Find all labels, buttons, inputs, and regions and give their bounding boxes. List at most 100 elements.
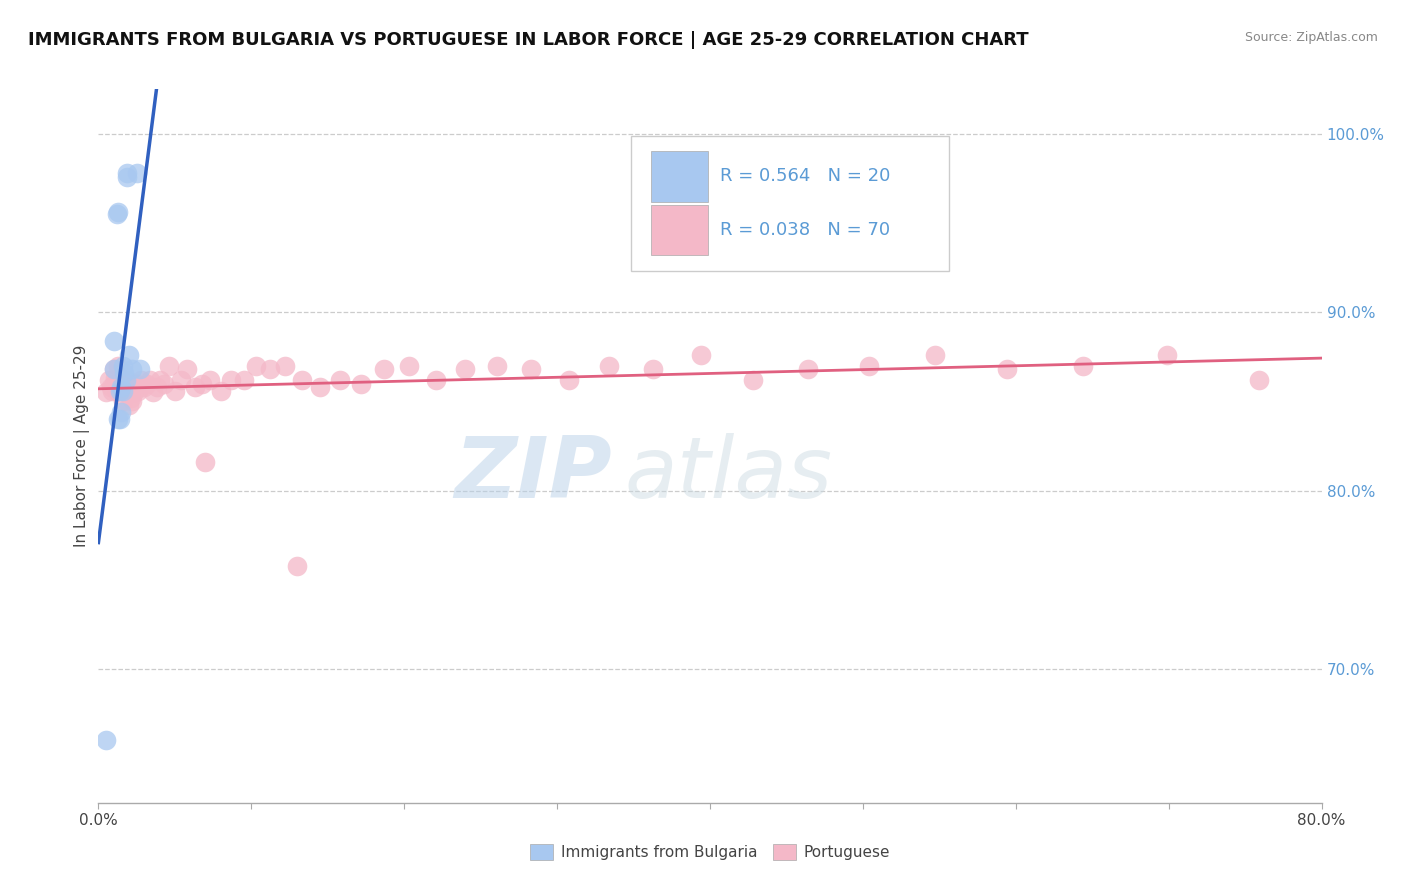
Point [398, 359, 420, 373]
Point [94, 733, 117, 747]
Point [110, 380, 132, 394]
Point [924, 348, 946, 362]
Text: Source: ZipAtlas.com: Source: ZipAtlas.com [1244, 31, 1378, 45]
Point [118, 398, 141, 412]
Point [103, 376, 125, 391]
Point [122, 385, 145, 400]
Point [110, 376, 132, 391]
Point [350, 376, 373, 391]
Point [107, 359, 129, 373]
Point [125, 376, 148, 391]
Point [198, 373, 221, 387]
Point [142, 385, 165, 400]
FancyBboxPatch shape [630, 136, 949, 271]
Point [111, 359, 134, 373]
Point [558, 373, 581, 387]
Point [103, 362, 125, 376]
Point [995, 362, 1018, 376]
Point [689, 348, 711, 362]
Point [94, 385, 117, 400]
Point [153, 376, 176, 391]
Point [129, 373, 152, 387]
Point [1247, 373, 1270, 387]
Text: R = 0.564   N = 20: R = 0.564 N = 20 [720, 168, 890, 186]
Point [176, 362, 198, 376]
Point [454, 362, 477, 376]
Point [1071, 359, 1094, 373]
Point [127, 384, 149, 398]
FancyBboxPatch shape [651, 205, 707, 255]
Point [128, 362, 150, 376]
Point [194, 455, 217, 469]
Point [184, 380, 207, 394]
Point [643, 362, 665, 376]
Point [741, 373, 763, 387]
Point [291, 373, 314, 387]
Point [373, 362, 395, 376]
Point [486, 359, 509, 373]
Point [329, 373, 352, 387]
Point [145, 380, 167, 394]
Point [598, 359, 620, 373]
Point [124, 376, 146, 391]
Point [108, 412, 131, 426]
Point [858, 359, 880, 373]
Point [285, 558, 308, 573]
Point [117, 166, 139, 180]
Point [163, 384, 186, 398]
Text: R = 0.038   N = 70: R = 0.038 N = 70 [720, 221, 890, 239]
Point [98, 373, 121, 387]
Point [125, 166, 148, 180]
Y-axis label: In Labor Force | Age 25-29: In Labor Force | Age 25-29 [75, 345, 90, 547]
Point [110, 373, 132, 387]
Point [117, 373, 139, 387]
Point [139, 373, 162, 387]
Point [108, 384, 131, 398]
Point [103, 334, 125, 348]
Point [110, 405, 132, 419]
Point [103, 362, 125, 376]
Point [232, 373, 254, 387]
Point [797, 362, 820, 376]
Legend: Immigrants from Bulgaria, Portuguese: Immigrants from Bulgaria, Portuguese [524, 838, 896, 866]
Point [120, 391, 142, 405]
Point [107, 205, 129, 219]
Point [101, 384, 124, 398]
Point [112, 366, 135, 380]
Text: IMMIGRANTS FROM BULGARIA VS PORTUGUESE IN LABOR FORCE | AGE 25-29 CORRELATION CH: IMMIGRANTS FROM BULGARIA VS PORTUGUESE I… [28, 31, 1029, 49]
Point [136, 376, 159, 391]
Point [274, 359, 297, 373]
Point [121, 394, 143, 409]
Point [105, 380, 128, 394]
Point [108, 373, 131, 387]
Point [149, 373, 172, 387]
FancyBboxPatch shape [651, 152, 707, 202]
Point [104, 371, 127, 385]
Point [118, 348, 141, 362]
Point [105, 384, 128, 398]
Point [245, 359, 267, 373]
Point [105, 207, 128, 221]
Point [115, 373, 138, 387]
Point [425, 373, 447, 387]
Point [117, 169, 139, 184]
Text: atlas: atlas [624, 433, 832, 516]
Point [115, 376, 138, 391]
Text: ZIP: ZIP [454, 433, 612, 516]
Point [157, 359, 180, 373]
Point [121, 362, 143, 376]
Point [111, 394, 134, 409]
Point [1156, 348, 1178, 362]
Point [309, 380, 332, 394]
Point [191, 376, 214, 391]
Point [111, 384, 134, 398]
Point [209, 384, 232, 398]
Point [100, 380, 122, 394]
Point [170, 373, 193, 387]
Point [259, 362, 281, 376]
Point [221, 373, 243, 387]
Point [112, 380, 135, 394]
Point [134, 380, 156, 394]
Point [107, 412, 129, 426]
Point [520, 362, 543, 376]
